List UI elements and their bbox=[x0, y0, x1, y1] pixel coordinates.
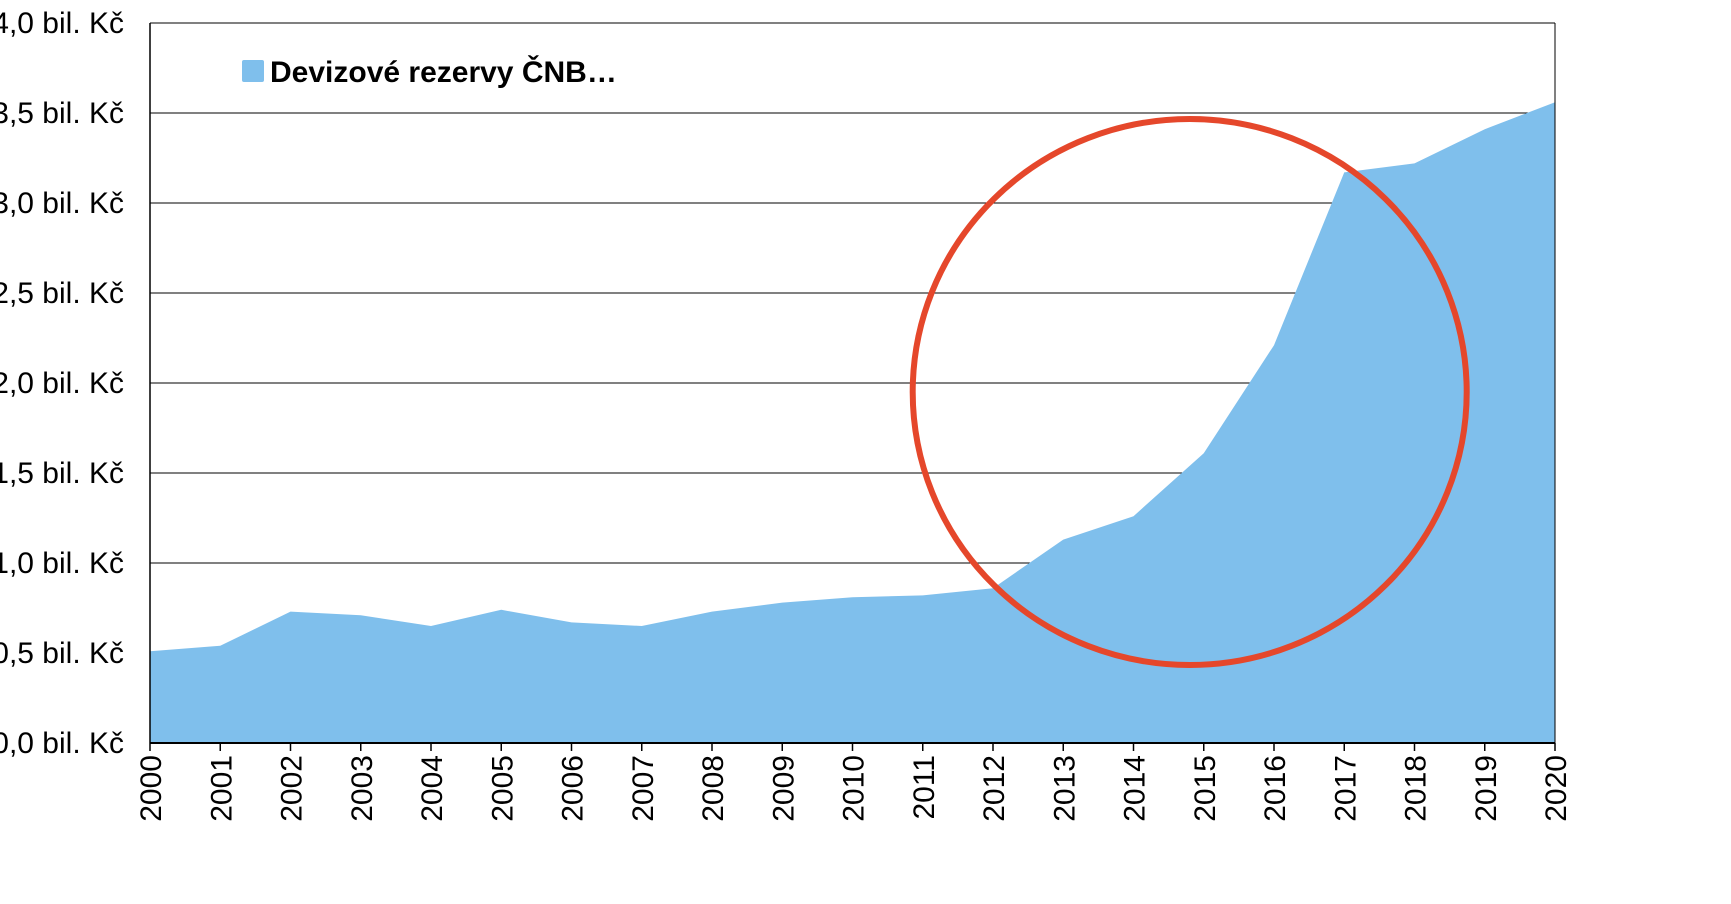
y-tick-label: 1,5 bil. Kč bbox=[0, 457, 124, 490]
x-tick-label: 2017 bbox=[1329, 755, 1362, 822]
x-tick-label: 2003 bbox=[346, 755, 379, 822]
x-tick-label: 2004 bbox=[416, 755, 449, 822]
y-tick-label: 2,0 bil. Kč bbox=[0, 367, 124, 400]
series-area-devizove-rezervy bbox=[150, 102, 1555, 743]
x-tick-label: 2013 bbox=[1048, 755, 1081, 822]
x-tick-label: 2011 bbox=[908, 755, 941, 820]
x-tick-label: 2018 bbox=[1400, 755, 1433, 822]
x-tick-label: 2016 bbox=[1259, 755, 1292, 822]
y-tick-label: 3,0 bil. Kč bbox=[0, 187, 124, 220]
x-tick-label: 2015 bbox=[1189, 755, 1222, 822]
y-tick-label: 4,0 bil. Kč bbox=[0, 7, 124, 40]
legend-label: Devizové rezervy ČNB… bbox=[270, 55, 617, 89]
x-tick-label: 2000 bbox=[135, 755, 168, 822]
y-tick-label: 0,0 bil. Kč bbox=[0, 727, 124, 760]
x-tick-label: 2014 bbox=[1119, 755, 1152, 822]
x-tick-label: 2009 bbox=[767, 755, 800, 822]
x-tick-label: 2002 bbox=[276, 755, 309, 822]
x-tick-label: 2010 bbox=[838, 755, 871, 822]
x-tick-label: 2020 bbox=[1540, 755, 1573, 822]
x-tick-label: 2007 bbox=[627, 755, 660, 822]
legend-swatch bbox=[242, 60, 264, 82]
x-tick-label: 2001 bbox=[205, 755, 238, 822]
x-tick-label: 2012 bbox=[978, 755, 1011, 822]
x-tick-label: 2006 bbox=[557, 755, 590, 822]
x-tick-labels: 2000 2001 2002 2003 2004 2005 2006 2007 2008 2009… bbox=[135, 755, 1573, 822]
y-tick-label: 0,5 bil. Kč bbox=[0, 637, 124, 670]
y-tick-label: 2,5 bil. Kč bbox=[0, 277, 124, 310]
x-tick-label: 2019 bbox=[1470, 755, 1503, 822]
legend: Devizové rezervy ČNB… bbox=[242, 55, 617, 89]
y-tick-label: 1,0 bil. Kč bbox=[0, 547, 124, 580]
y-tick-label: 3,5 bil. Kč bbox=[0, 97, 124, 130]
series-area-layer bbox=[150, 102, 1555, 743]
y-tick-labels: 0,0 bil. Kč 0,5 bil. Kč 1,0 bil. Kč 1,5 bil… bbox=[0, 7, 124, 760]
x-tick-label: 2005 bbox=[486, 755, 519, 822]
x-tick-label: 2008 bbox=[697, 755, 730, 822]
